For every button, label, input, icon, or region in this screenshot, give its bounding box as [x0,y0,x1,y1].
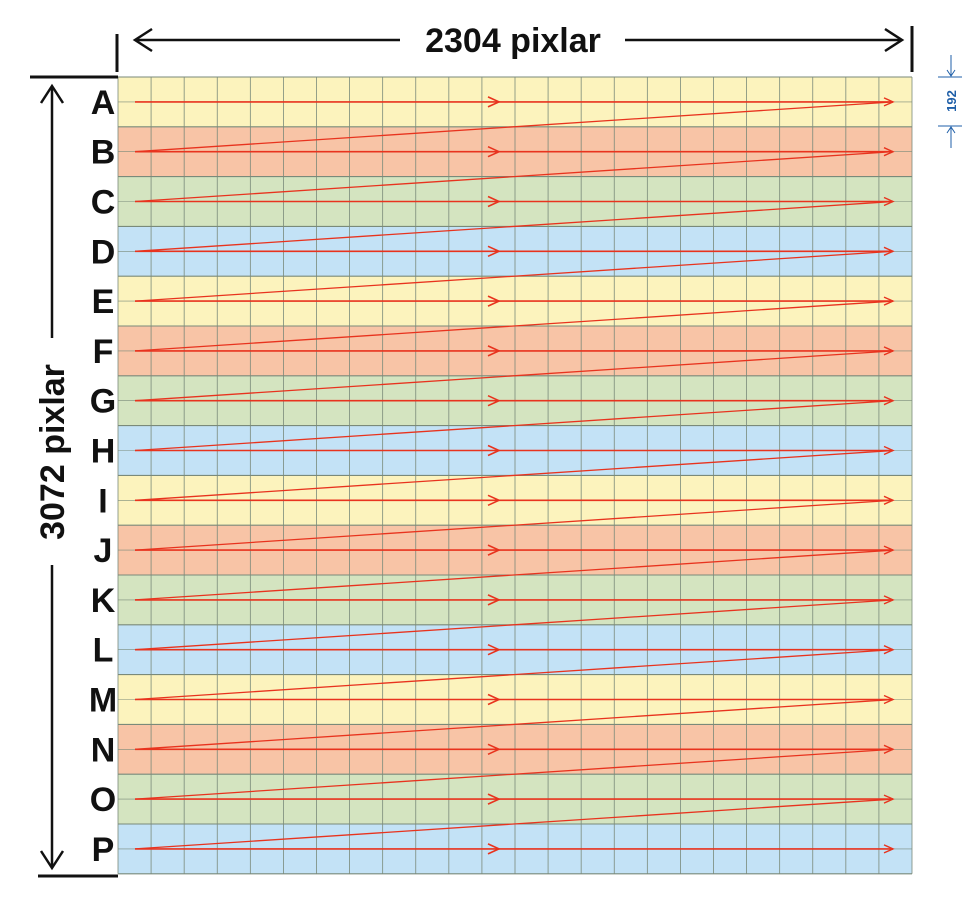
scan-direction-arrow [487,494,501,507]
row-label-h: H [91,433,116,471]
scan-return-line [134,599,894,651]
scan-end-arrow [883,844,895,854]
scan-direction-arrow [487,594,501,606]
strip-height-dimension: 192 [938,55,962,148]
scan-return-line [134,300,894,352]
height-label: 3072 pixlar [34,364,72,540]
scan-direction-arrow [487,544,501,556]
width-label: 2304 pixlar [425,22,601,60]
scan-return-line [134,101,894,153]
scan-lines [134,96,895,855]
scan-direction-arrow [487,195,501,208]
scan-return-line [134,400,894,452]
row-label-o: O [90,781,116,819]
scan-direction-arrow [487,843,501,855]
scan-return-line [134,698,894,750]
scan-direction-arrow [487,96,501,108]
scan-direction-arrow [487,394,501,407]
height-dimension: 3072 pixlar [30,75,118,878]
height-arrow-bottom-head [39,850,65,871]
scan-return-line [134,499,894,551]
width-arrow-right-head [884,27,905,53]
scan-return-line [134,649,894,701]
scan-direction-arrow [487,345,501,357]
row-label-l: L [93,632,114,670]
row-label-p: P [92,831,115,869]
scan-return-line [134,549,894,601]
scan-return-line [134,350,894,402]
strip-dim-arrow-top-head [946,69,956,77]
scan-return-line [134,798,894,850]
height-arrow-top-head [39,83,65,104]
scan-return-line [134,449,894,501]
scan-direction-arrow [487,145,501,158]
scan-direction-arrow [487,444,501,457]
row-label-i: I [98,482,107,520]
scan-direction-arrow [487,743,501,756]
row-label-n: N [91,731,116,769]
strip-dim-arrow-bottom-head [946,126,956,134]
row-label-f: F [93,333,114,371]
row-label-k: K [91,582,116,620]
scan-return-line [134,151,894,203]
scan-direction-arrow [487,693,501,706]
scan-direction-arrow [487,245,501,258]
row-label-c: C [91,184,116,222]
scan-direction-arrow [487,643,501,656]
strip-height-label: 192 [944,90,959,112]
scan-direction-arrow [487,295,501,307]
row-label-m: M [89,682,117,720]
scan-return-line [134,250,894,302]
row-label-d: D [91,233,116,271]
width-arrow-left-head [132,27,153,53]
row-label-b: B [91,134,116,172]
row-label-e: E [92,283,115,321]
scan-direction-arrow [487,793,501,805]
scan-return-line [134,200,894,252]
width-dimension: 2304 pixlar [115,22,914,72]
row-label-j: J [94,532,113,570]
row-label-a: A [91,84,116,122]
scan-return-line [134,748,894,800]
row-label-g: G [90,383,116,421]
